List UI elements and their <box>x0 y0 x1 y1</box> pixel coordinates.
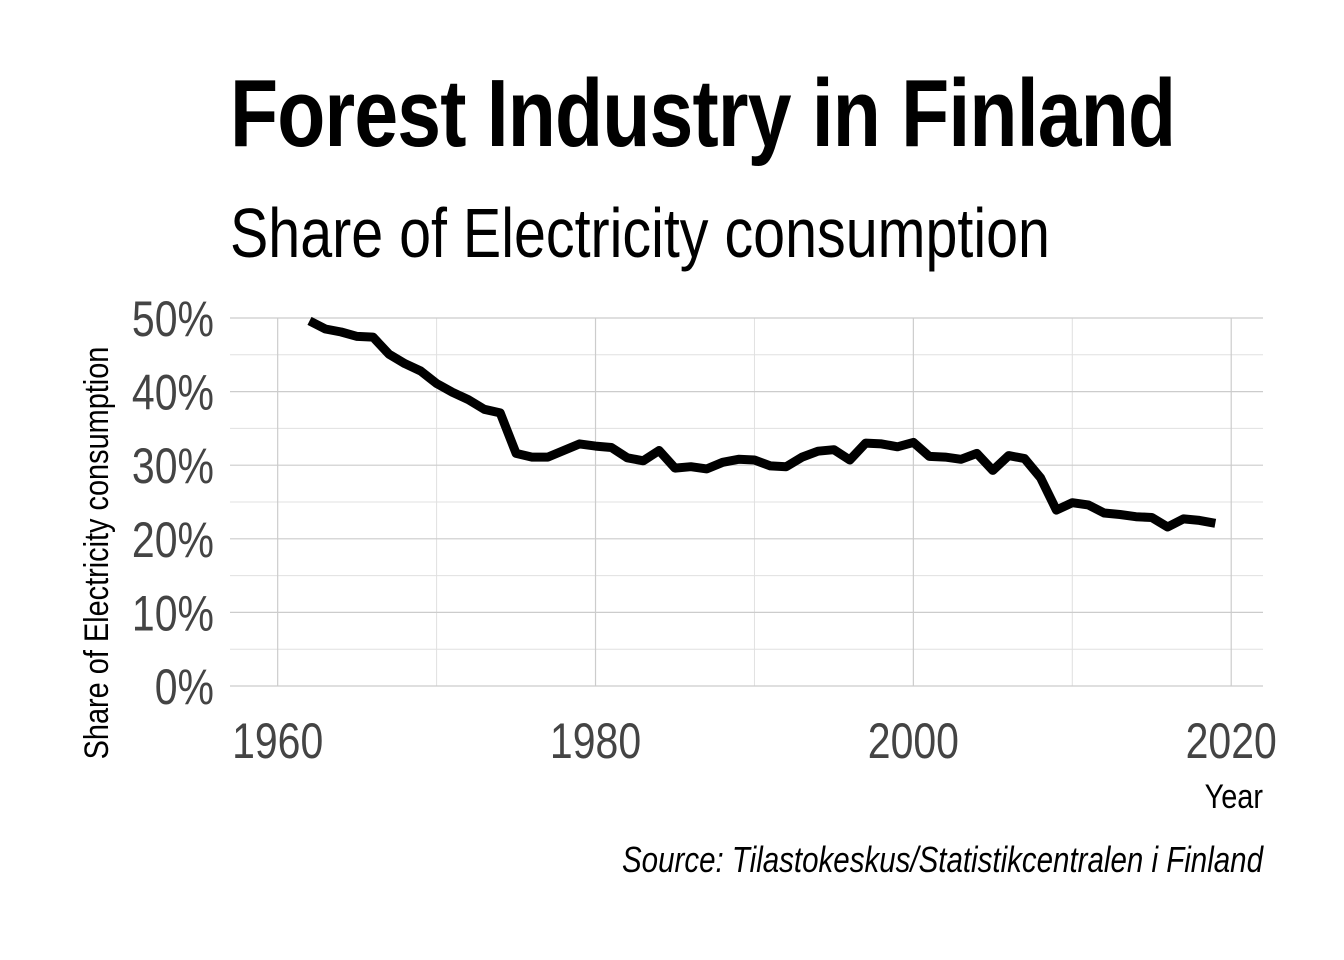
x-axis-tick-labels: 1960 1980 2000 2020 <box>232 713 1277 769</box>
chart-subtitle: Share of Electricity consumption <box>230 194 1050 272</box>
y-tick-label: 0% <box>155 659 214 715</box>
y-axis-tick-labels: 0% 10% 20% 30% 40% 50% <box>132 291 214 715</box>
series-line <box>307 316 1217 532</box>
x-axis-title: Year <box>1205 777 1263 816</box>
y-tick-label: 10% <box>132 586 214 642</box>
major-gridlines <box>230 317 1263 687</box>
y-tick-label: 30% <box>132 438 214 494</box>
series-points <box>309 320 1216 528</box>
chart-title: Forest Industry in Finland <box>230 60 1176 167</box>
x-tick-label: 2000 <box>868 713 959 769</box>
x-tick-label: 2020 <box>1186 713 1277 769</box>
y-tick-label: 40% <box>132 365 214 421</box>
minor-gridlines <box>230 318 1263 686</box>
y-tick-label: 50% <box>132 291 214 347</box>
source-caption: Source: Tilastokeskus/Statistikcentralen… <box>622 839 1265 879</box>
y-tick-label: 20% <box>132 512 214 568</box>
x-tick-label: 1960 <box>232 713 323 769</box>
y-axis-title: Share of Electricity consumption <box>77 347 116 760</box>
x-tick-label: 1980 <box>550 713 641 769</box>
